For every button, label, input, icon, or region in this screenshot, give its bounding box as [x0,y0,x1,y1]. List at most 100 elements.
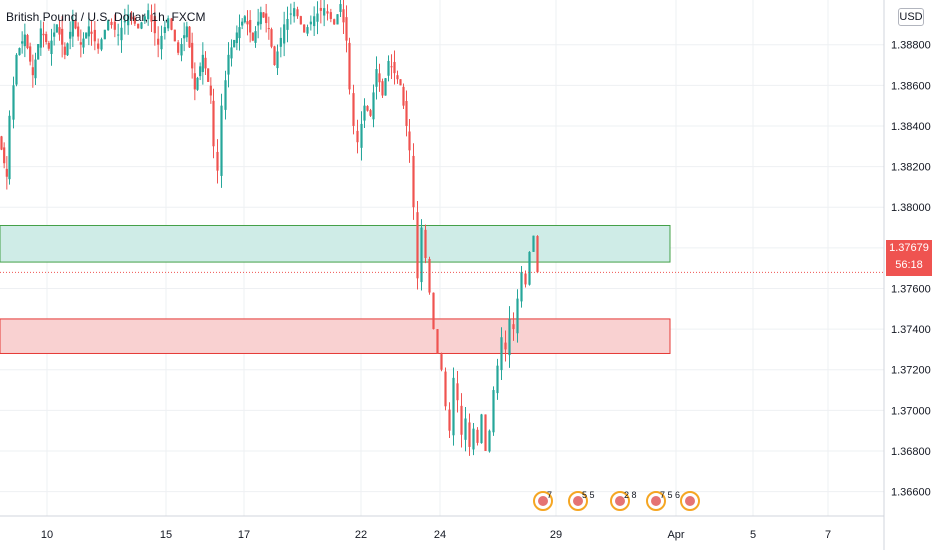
event-flag [573,496,583,506]
candle-body [157,38,160,45]
candle-body [460,405,463,435]
candle-body [348,42,351,90]
candle-body [207,68,210,82]
candle-body [42,33,45,36]
candle-body [444,371,447,407]
candle-body [289,13,292,15]
event-flag [685,496,695,506]
candle-body [319,7,322,11]
candle-body [273,46,276,66]
x-tick-label: 5 [750,529,756,541]
candle-body [448,409,451,431]
candle-body [267,28,270,30]
candle-body [468,422,471,447]
candle-body [436,329,439,354]
candle-body [160,35,163,50]
candle-body [74,20,77,29]
x-tick-label: 15 [160,529,172,541]
event-flag [651,496,661,506]
candle-body [259,12,262,25]
candle-body [405,100,408,126]
candle-body [85,32,88,39]
candle-body [251,32,254,41]
y-tick-label: 1.37600 [891,283,931,295]
candle-body [333,19,336,25]
candle-body [516,298,519,334]
candle-body [378,73,381,83]
candle-body [246,21,249,25]
support-zone [0,318,671,354]
candle-body [536,236,539,273]
chart-title: British Pound / U.S. Dollar, 1h, FXCM [6,10,206,24]
candle-body [204,57,207,69]
currency-button[interactable]: USD [898,8,924,26]
candle-body [123,20,126,23]
candle-body [147,10,150,20]
candle-body [23,34,26,47]
candle-body [472,428,475,450]
candle-body [484,414,487,451]
candle-body [230,47,233,59]
candle-body [270,29,273,47]
event-label: 2 8 [624,490,637,500]
candle-body [79,42,82,45]
candle-body [12,85,15,120]
candle-body [143,16,146,22]
y-tick-label: 1.37000 [891,405,931,417]
candle-body [153,16,156,34]
candle-body [201,54,204,72]
candle-body [47,42,50,49]
candle-body [209,85,212,96]
y-tick-label: 1.38800 [891,40,931,52]
candle-body [82,38,85,48]
candle-body [100,39,103,50]
candle-body [416,212,419,279]
candle-body [45,34,48,42]
candle-body [276,51,279,69]
candle-body [476,429,479,443]
candle-body [420,227,423,283]
candle-body [488,430,491,452]
candle-body [3,147,6,164]
candle-body [393,61,396,74]
y-tick-label: 1.38000 [891,202,931,214]
time-axis-background [0,516,884,550]
candle-body [66,43,69,56]
candle-body [265,13,268,24]
candle-body [87,26,90,37]
candle-body [0,136,3,150]
y-tick-label: 1.36600 [891,487,931,499]
candle-body [55,24,58,33]
candle-body [456,383,459,401]
x-tick-label: Apr [667,529,684,541]
x-tick-label: 24 [434,529,446,541]
candle-body [520,272,523,302]
y-tick-label: 1.36800 [891,446,931,458]
x-tick-label: 10 [41,529,53,541]
candle-body [183,35,186,39]
candle-body [286,18,289,30]
candle-body [133,17,136,24]
candle-body [243,16,246,23]
candle-body [316,13,319,22]
candle-body [303,24,306,33]
candle-body [130,16,133,19]
candle-body [216,151,219,171]
candle-body [492,390,495,433]
candle-body [372,92,375,120]
candle-body [103,29,106,40]
candle-body [77,26,80,37]
candle-body [384,78,387,96]
x-tick-label: 29 [550,529,562,541]
event-flag [615,496,625,506]
candle-body [360,123,363,148]
candle-body [464,418,467,440]
candle-body [193,73,196,90]
candle-body [93,29,96,42]
candle-body [50,40,53,55]
candle-body [306,27,309,34]
candle-body [61,28,64,45]
bar-countdown: 56:18 [895,259,923,271]
candle-body [173,29,176,42]
